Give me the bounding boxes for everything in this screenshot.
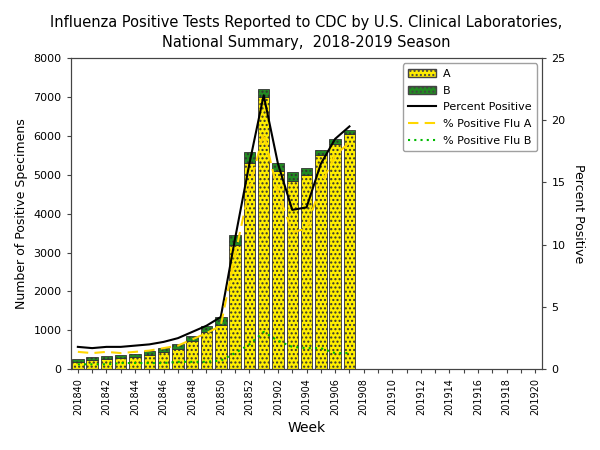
Bar bbox=[287, 172, 298, 180]
Bar bbox=[72, 361, 83, 369]
Bar bbox=[143, 355, 155, 369]
Bar bbox=[315, 150, 326, 155]
Bar bbox=[143, 351, 155, 355]
Bar bbox=[258, 89, 269, 97]
Bar bbox=[187, 336, 198, 341]
Bar bbox=[229, 245, 241, 369]
Bar bbox=[301, 168, 312, 175]
Title: Influenza Positive Tests Reported to CDC by U.S. Clinical Laboratories,
National: Influenza Positive Tests Reported to CDC… bbox=[50, 15, 563, 50]
Bar bbox=[101, 359, 112, 369]
Legend: A, B, Percent Positive, % Positive Flu A, % Positive Flu B: A, B, Percent Positive, % Positive Flu A… bbox=[403, 63, 537, 151]
Bar bbox=[130, 354, 141, 357]
Bar bbox=[130, 357, 141, 369]
Bar bbox=[215, 324, 227, 369]
Bar bbox=[287, 180, 298, 369]
Bar bbox=[329, 139, 341, 144]
Y-axis label: Percent Positive: Percent Positive bbox=[572, 164, 585, 263]
Bar bbox=[229, 234, 241, 245]
Bar bbox=[115, 355, 127, 358]
Bar bbox=[158, 348, 169, 352]
X-axis label: Week: Week bbox=[287, 421, 326, 435]
Bar bbox=[244, 163, 255, 369]
Bar bbox=[187, 341, 198, 369]
Bar bbox=[215, 317, 227, 324]
Bar bbox=[344, 134, 355, 369]
Bar bbox=[158, 352, 169, 369]
Bar bbox=[101, 356, 112, 359]
Bar bbox=[72, 359, 83, 361]
Bar bbox=[201, 332, 212, 369]
Bar bbox=[272, 171, 284, 369]
Bar bbox=[86, 360, 98, 369]
Bar bbox=[329, 144, 341, 369]
Bar bbox=[244, 152, 255, 163]
Bar bbox=[272, 162, 284, 171]
Bar bbox=[172, 344, 184, 349]
Y-axis label: Number of Positive Specimens: Number of Positive Specimens bbox=[15, 118, 28, 309]
Bar bbox=[258, 97, 269, 369]
Bar bbox=[201, 326, 212, 332]
Bar bbox=[115, 358, 127, 369]
Bar bbox=[172, 349, 184, 369]
Bar bbox=[344, 130, 355, 134]
Bar bbox=[315, 155, 326, 369]
Bar bbox=[301, 175, 312, 369]
Bar bbox=[86, 357, 98, 360]
